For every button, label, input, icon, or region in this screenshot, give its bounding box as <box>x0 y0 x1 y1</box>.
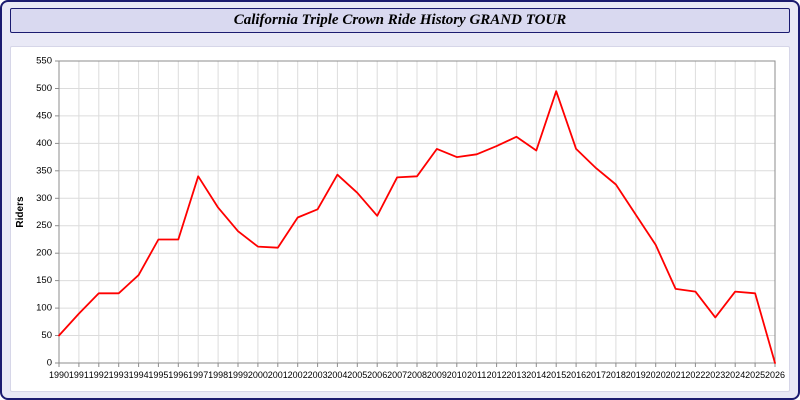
x-tick-label: 2008 <box>407 370 427 380</box>
x-tick-label: 2013 <box>506 370 526 380</box>
x-tick-label: 2011 <box>467 370 486 380</box>
chart-title-bar: California Triple Crown Ride History GRA… <box>10 8 790 33</box>
x-tick-label: 1992 <box>89 370 109 380</box>
x-tick-label: 2000 <box>248 370 268 380</box>
x-tick-label: 2016 <box>566 370 586 380</box>
x-tick-label: 2026 <box>765 370 785 380</box>
y-tick-label: 450 <box>36 110 52 121</box>
y-tick-label: 550 <box>36 56 52 67</box>
y-tick-label: 300 <box>36 193 52 204</box>
y-tick-label: 250 <box>36 220 52 231</box>
x-tick-label: 2023 <box>705 370 725 380</box>
x-tick-label: 2015 <box>546 370 566 380</box>
x-tick-label: 2022 <box>685 370 705 380</box>
y-tick-label: 100 <box>36 303 52 314</box>
y-tick-label: 350 <box>36 165 52 176</box>
x-tick-label: 2018 <box>606 370 626 380</box>
x-tick-label: 1995 <box>148 370 168 380</box>
x-tick-label: 2010 <box>447 370 467 380</box>
chart-panel: 0 50 100 150 200 250 300 350 400 450 500 550 1990 199… <box>10 46 790 392</box>
x-tick-label: 1990 <box>49 370 69 380</box>
x-tick-label: 2014 <box>526 370 546 380</box>
x-tick-label: 2019 <box>626 370 646 380</box>
y-tick-label: 200 <box>36 248 52 259</box>
x-tick-label: 2006 <box>367 370 387 380</box>
x-tick-label: 1994 <box>129 370 149 380</box>
x-tick-label: 1996 <box>168 370 188 380</box>
x-tick-label: 1997 <box>188 370 208 380</box>
x-tick-label: 1993 <box>109 370 129 380</box>
x-tick-label: 2002 <box>288 370 308 380</box>
x-tick-label: 2007 <box>387 370 407 380</box>
x-tick-label: 1999 <box>228 370 248 380</box>
x-tick-label: 2009 <box>427 370 447 380</box>
x-tick-label: 1998 <box>208 370 228 380</box>
y-tick-label: 150 <box>36 275 52 286</box>
y-tick-label: 500 <box>36 83 52 94</box>
y-tick-label: 400 <box>36 138 52 149</box>
x-tick-label: 1991 <box>69 370 89 380</box>
y-tick-label: 0 <box>47 358 52 369</box>
riders-line-series <box>58 90 776 364</box>
x-tick-label: 2024 <box>725 370 745 380</box>
x-tick-label: 2001 <box>268 370 288 380</box>
chart-title: California Triple Crown Ride History GRA… <box>233 12 567 28</box>
x-tick-label: 2012 <box>487 370 507 380</box>
y-axis-title: Riders <box>15 196 26 228</box>
x-tick-label: 2021 <box>666 370 686 380</box>
x-tick-label: 2025 <box>745 370 765 380</box>
x-tick-label: 2017 <box>586 370 606 380</box>
y-tick-label: 50 <box>41 330 52 341</box>
x-tick-label: 2004 <box>327 370 347 380</box>
x-tick-label: 2020 <box>646 370 666 380</box>
x-tick-label: 2003 <box>308 370 328 380</box>
line-chart-canvas: 0 50 100 150 200 250 300 350 400 450 500 550 1990 199… <box>11 47 789 391</box>
x-tick-label: 2005 <box>347 370 367 380</box>
